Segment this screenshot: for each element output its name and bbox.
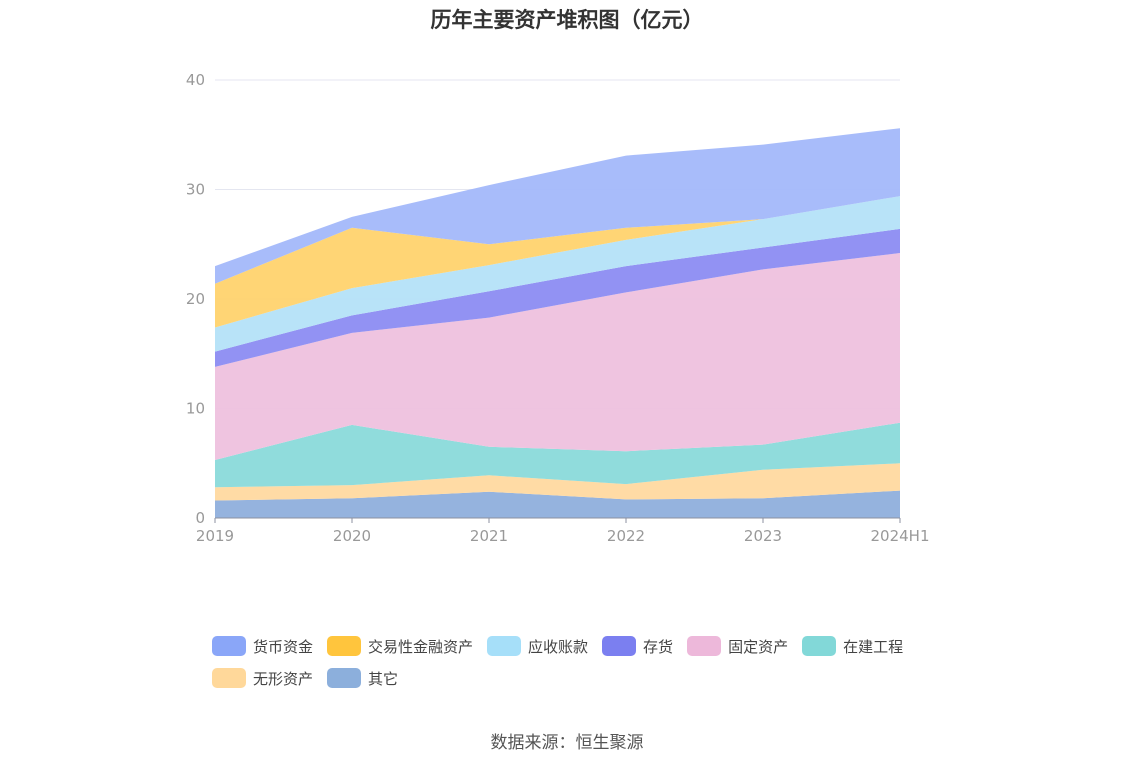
area-series (215, 128, 900, 518)
legend-label: 固定资产 (728, 637, 789, 656)
legend-item[interactable]: 交易性金融资产 (327, 636, 473, 657)
legend-row: 货币资金 交易性金融资产 应收账款 存货 固定资产 在建工程 (212, 630, 942, 662)
y-tick-label: 20 (186, 290, 205, 308)
area-series-无形资产 (215, 463, 900, 501)
legend-swatch (802, 636, 837, 656)
data-source-note: 数据来源：恒生聚源 (490, 733, 644, 753)
legend-item[interactable]: 应收账款 (487, 636, 588, 657)
x-tick-label: 2023 (744, 527, 782, 545)
legend-item[interactable]: 固定资产 (687, 636, 788, 657)
legend-item[interactable]: 货币资金 (212, 636, 313, 657)
legend-swatch (327, 668, 362, 688)
x-tick-label: 2019 (196, 527, 234, 545)
x-tick-label: 2024H1 (871, 527, 930, 545)
legend-label: 应收账款 (528, 637, 589, 656)
legend-label: 无形资产 (253, 669, 314, 688)
legend-swatch (487, 636, 522, 656)
y-tick-label: 0 (195, 509, 205, 527)
legend-item[interactable]: 在建工程 (802, 636, 903, 657)
x-tick-label: 2020 (333, 527, 371, 545)
y-tick-label: 10 (186, 400, 205, 418)
axes: 0 10 20 30 40 2019 2020 2021 2022 2023 2024H1 (186, 71, 930, 545)
y-tick-label: 40 (186, 71, 205, 89)
area-series-交易性金融资产 (215, 196, 900, 328)
legend-swatch (687, 636, 722, 656)
legend-swatch (212, 636, 246, 656)
legend-swatch (212, 668, 246, 688)
x-tick-label: 2021 (470, 527, 508, 545)
legend-swatch (602, 636, 637, 656)
area-series-存货 (215, 228, 900, 367)
legend-label: 交易性金融资产 (368, 637, 474, 656)
legend-label: 其它 (368, 669, 399, 688)
x-tick-label: 2022 (607, 527, 645, 545)
legend-item[interactable]: 其它 (327, 668, 398, 689)
legend-label: 存货 (643, 637, 674, 656)
legend-swatch (327, 636, 362, 656)
area-series-应收账款 (215, 196, 900, 352)
legend-item[interactable]: 存货 (602, 636, 673, 657)
area-series-在建工程 (215, 422, 900, 488)
y-tick-label: 30 (186, 181, 205, 199)
chart-legend: 货币资金 交易性金融资产 应收账款 存货 固定资产 在建工程 无形资产 其它 (212, 630, 942, 694)
legend-item[interactable]: 无形资产 (212, 668, 313, 689)
chart-title: 历年主要资产堆积图（亿元） (430, 8, 704, 32)
area-series-其它 (215, 490, 900, 518)
area-series-固定资产 (215, 253, 900, 460)
legend-label: 在建工程 (843, 637, 904, 656)
stacked-area-chart: 0 10 20 30 40 2019 2020 2021 2022 2023 2024H1 (186, 71, 930, 545)
legend-row: 无形资产 其它 (212, 662, 942, 694)
legend-label: 货币资金 (253, 637, 314, 656)
area-series-货币资金 (215, 128, 900, 284)
